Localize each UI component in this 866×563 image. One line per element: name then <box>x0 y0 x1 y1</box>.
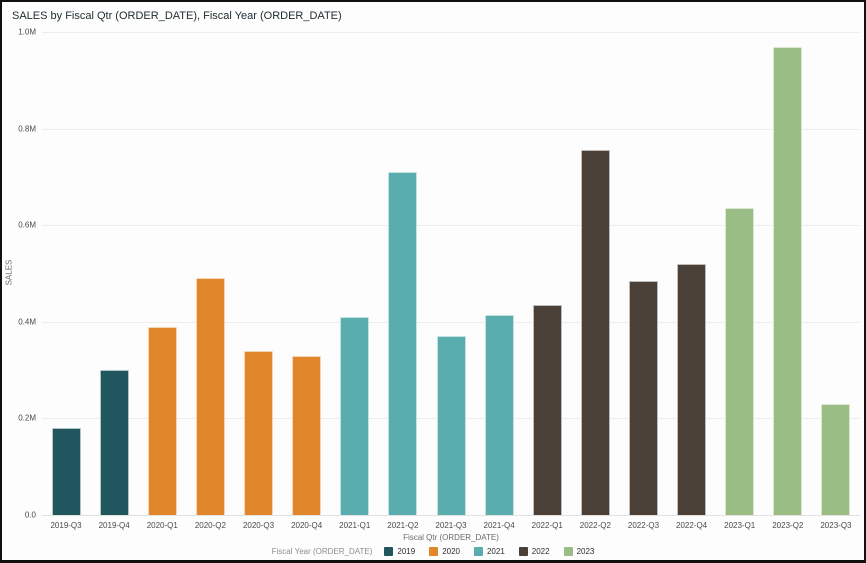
x-tick-label-2022-Q2: 2022-Q2 <box>579 521 611 530</box>
y-tick-label: 0.4M <box>18 317 36 327</box>
legend-item-2023[interactable]: 2023 <box>563 547 595 556</box>
bar-2021-Q1[interactable] <box>340 316 370 515</box>
legend-items: 2019 2020 2021 2022 2023 <box>384 547 594 556</box>
bar-2022-Q1[interactable] <box>532 304 562 515</box>
legend-label: 2021 <box>486 547 505 556</box>
bar-2019-Q4[interactable] <box>99 370 129 515</box>
bar-2019-Q3[interactable] <box>51 428 81 515</box>
bar-2023-Q2[interactable] <box>773 46 803 515</box>
legend-label: 2019 <box>397 547 416 556</box>
bar-2020-Q4[interactable] <box>292 355 322 515</box>
y-axis-title: SALES <box>4 259 14 286</box>
legend-item-2022[interactable]: 2022 <box>518 547 550 556</box>
legend-label: 2023 <box>576 547 595 556</box>
legend-swatch-2023 <box>563 547 573 556</box>
x-tick-label-2022-Q4: 2022-Q4 <box>676 521 708 530</box>
bar-2020-Q1[interactable] <box>147 326 177 515</box>
x-tick-label-2021-Q4: 2021-Q4 <box>483 521 515 530</box>
x-tick-label-2019-Q4: 2019-Q4 <box>98 521 130 530</box>
plot-area: 0.0 0.2M 0.4M 0.6M 0.8M 1.0M 2019-Q3 2019-Q4 202… <box>18 28 860 530</box>
chart-title: SALES by Fiscal Qtr (ORDER_DATE), Fiscal… <box>12 10 342 22</box>
x-tick-label-2020-Q4: 2020-Q4 <box>291 521 323 530</box>
bar-2020-Q2[interactable] <box>195 278 225 515</box>
x-tick-label-2020-Q2: 2020-Q2 <box>194 521 226 530</box>
x-tick-label-2021-Q1: 2021-Q1 <box>339 521 371 530</box>
gridline-y <box>42 321 860 323</box>
x-tick-label-2023-Q2: 2023-Q2 <box>772 521 804 530</box>
legend-swatch-2020 <box>429 547 439 556</box>
legend: Fiscal Year (ORDER_DATE) 2019 2020 2021 202… <box>2 547 864 556</box>
legend-label: 2022 <box>531 547 550 556</box>
legend-swatch-2022 <box>518 547 528 556</box>
bar-2021-Q4[interactable] <box>484 314 514 515</box>
bar-2023-Q3[interactable] <box>821 403 851 515</box>
bar-2021-Q2[interactable] <box>388 172 418 515</box>
gridline-y <box>42 515 860 516</box>
bar-2022-Q2[interactable] <box>580 150 610 515</box>
bar-2021-Q3[interactable] <box>436 336 466 515</box>
bar-2022-Q3[interactable] <box>628 280 658 515</box>
x-tick-label-2022-Q1: 2022-Q1 <box>531 521 563 530</box>
y-tick-label: 0.0 <box>24 510 36 520</box>
legend-item-2021[interactable]: 2021 <box>473 547 505 556</box>
x-tick-label-2020-Q3: 2020-Q3 <box>242 521 275 530</box>
bar-2023-Q1[interactable] <box>725 208 755 515</box>
x-tick-label-2021-Q2: 2021-Q2 <box>387 521 419 530</box>
legend-item-2020[interactable]: 2020 <box>429 547 460 556</box>
legend-title: Fiscal Year (ORDER_DATE) <box>271 547 373 556</box>
x-tick-label-2019-Q3: 2019-Q3 <box>50 521 82 530</box>
gridline-y <box>42 32 860 33</box>
y-tick-label: 0.8M <box>18 124 36 134</box>
legend-label: 2020 <box>442 547 460 556</box>
x-axis-title: Fiscal Qtr (ORDER_DATE) <box>403 533 499 542</box>
x-tick-label-2023-Q3: 2023-Q3 <box>820 521 852 530</box>
bar-2022-Q4[interactable] <box>677 263 707 515</box>
legend-item-2019[interactable]: 2019 <box>384 547 415 556</box>
legend-swatch-2021 <box>473 547 483 556</box>
y-tick-label: 0.6M <box>18 220 36 230</box>
y-tick-label: 1.0M <box>18 27 36 37</box>
x-tick-label-2023-Q1: 2023-Q1 <box>724 521 756 530</box>
x-tick-label-2022-Q3: 2022-Q3 <box>627 521 660 530</box>
gridline-y <box>42 128 860 130</box>
x-tick-label-2020-Q1: 2020-Q1 <box>146 521 178 530</box>
bar-2020-Q3[interactable] <box>244 350 274 515</box>
legend-swatch-2019 <box>384 547 394 556</box>
gridline-y <box>42 225 860 227</box>
x-tick-label-2021-Q3: 2021-Q3 <box>435 521 467 530</box>
y-tick-label: 0.2M <box>18 413 36 423</box>
